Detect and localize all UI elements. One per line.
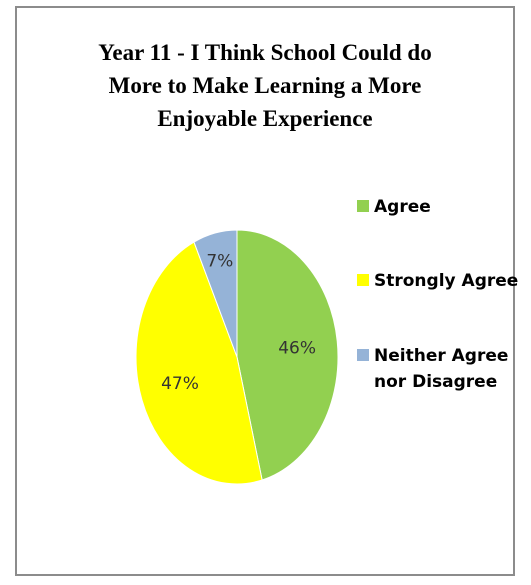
- legend-label-3-line-1: Neither Agree: [374, 346, 508, 366]
- pie-slice-strongly-agree: [135, 241, 263, 485]
- legend-label-2: Strongly Agree: [374, 271, 518, 291]
- chart-title-line-3: Enjoyable Experience: [157, 106, 373, 131]
- data-label-strongly-agree: 47%: [161, 374, 199, 394]
- pie-slice-neither-agree-nor-disagree: [193, 229, 238, 358]
- legend-label-1: Agree: [374, 197, 431, 217]
- chart-title: Year 11 - I Think School Could do More t…: [17, 36, 513, 135]
- chart-title-line-2: More to Make Learning a More: [108, 73, 422, 98]
- chart-frame: Year 11 - I Think School Could do More t…: [15, 6, 515, 576]
- legend-label-3-line-2: nor Disagree: [374, 372, 497, 392]
- pie-slice-agree: [236, 229, 339, 481]
- data-label-neither-agree-nor-disagree: 7%: [206, 251, 233, 271]
- data-label-agree: 46%: [278, 338, 316, 358]
- legend-swatch-1: [357, 200, 369, 212]
- legend-swatch-2: [357, 274, 369, 286]
- chart-title-line-1: Year 11 - I Think School Could do: [98, 40, 432, 65]
- legend-swatch-3: [357, 349, 369, 361]
